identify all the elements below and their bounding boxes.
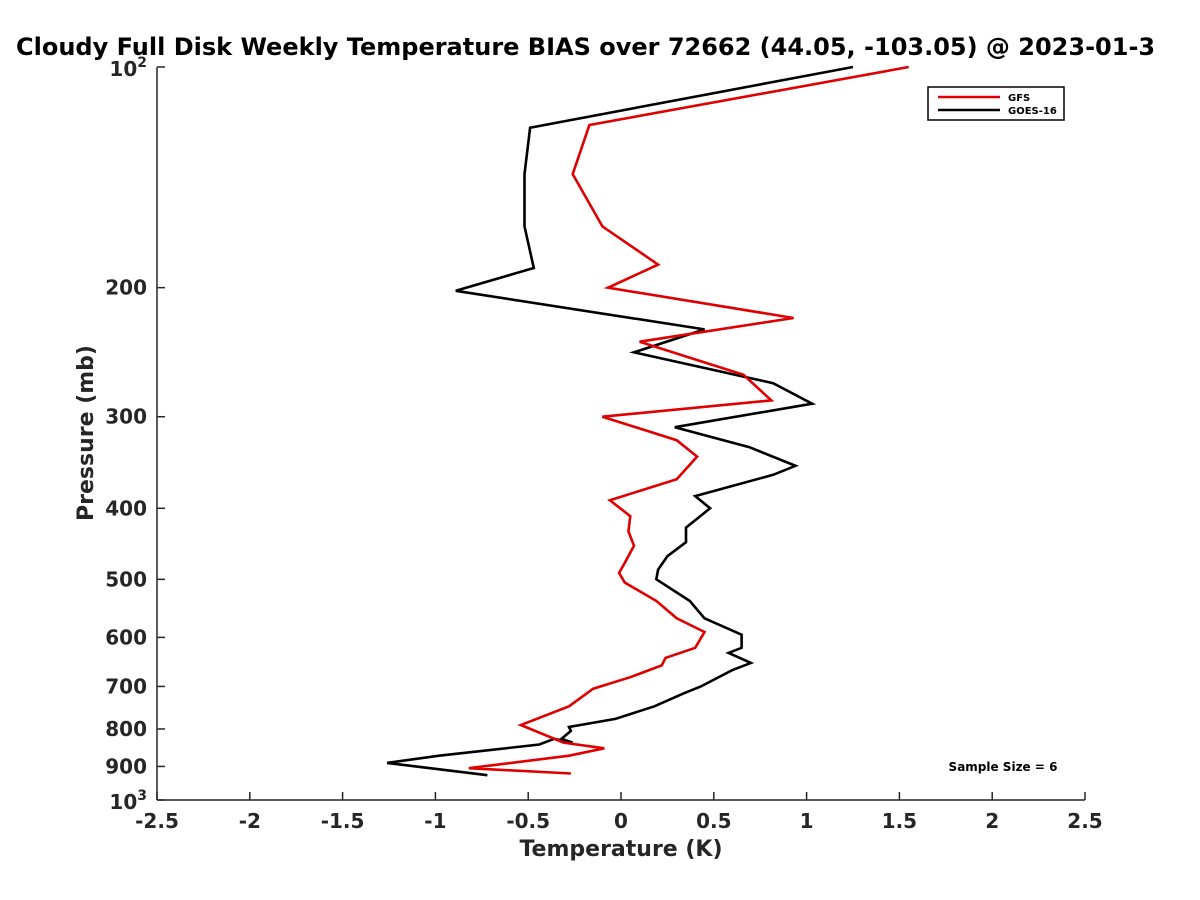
y-tick-label: 700 bbox=[105, 674, 147, 698]
y-axis-label: Pressure (mb) bbox=[74, 345, 99, 521]
x-tick-label: 2.5 bbox=[1067, 809, 1102, 833]
y-tick-label: 102 bbox=[109, 55, 147, 81]
y-tick-label: 400 bbox=[105, 496, 147, 520]
x-tick-label: 0 bbox=[614, 809, 628, 833]
x-tick-label: -2.5 bbox=[135, 809, 179, 833]
y-tick-label: 300 bbox=[105, 405, 147, 429]
x-tick-label: -0.5 bbox=[506, 809, 550, 833]
x-tick-label: -1 bbox=[424, 809, 446, 833]
y-tick-label: 500 bbox=[105, 567, 147, 591]
series-line-gfs bbox=[468, 65, 909, 775]
y-tick-label: 103 bbox=[109, 788, 147, 814]
x-axis-ticks: -2.5 -2 -1.5 -1 -0.5 0 0.5 1 1.5 2 2.5 bbox=[135, 792, 1103, 833]
chart-title: Cloudy Full Disk Weekly Temperature BIAS… bbox=[16, 33, 1155, 61]
y-tick-label: 200 bbox=[105, 276, 147, 300]
y-tick-base: 10 bbox=[109, 790, 137, 814]
legend: GFS GOES-16 bbox=[927, 86, 1065, 121]
x-axis-label: Temperature (K) bbox=[519, 837, 722, 862]
y-tick-label: 600 bbox=[105, 625, 147, 649]
y-tick-label: 900 bbox=[105, 754, 147, 778]
x-tick-label: -1.5 bbox=[321, 809, 365, 833]
x-tick-label: 1 bbox=[800, 809, 814, 833]
x-tick-label: -2 bbox=[239, 809, 261, 833]
y-tick-base: 10 bbox=[109, 57, 137, 81]
y-tick-label: 800 bbox=[105, 717, 147, 741]
x-tick-label: 2 bbox=[985, 809, 999, 833]
sample-size-annotation: Sample Size = 6 bbox=[949, 760, 1058, 774]
x-tick-label: 0.5 bbox=[696, 809, 731, 833]
legend-entry: GOES-16 bbox=[1008, 106, 1057, 117]
legend-box bbox=[927, 86, 1065, 121]
plot-area bbox=[157, 67, 1085, 800]
series-layer bbox=[386, 65, 909, 777]
y-tick-exponent: 3 bbox=[137, 788, 147, 804]
x-tick-label: 1.5 bbox=[882, 809, 917, 833]
y-tick-exponent: 2 bbox=[137, 55, 147, 71]
legend-entry: GFS bbox=[1008, 93, 1030, 104]
series-line-goes-16 bbox=[386, 65, 854, 777]
